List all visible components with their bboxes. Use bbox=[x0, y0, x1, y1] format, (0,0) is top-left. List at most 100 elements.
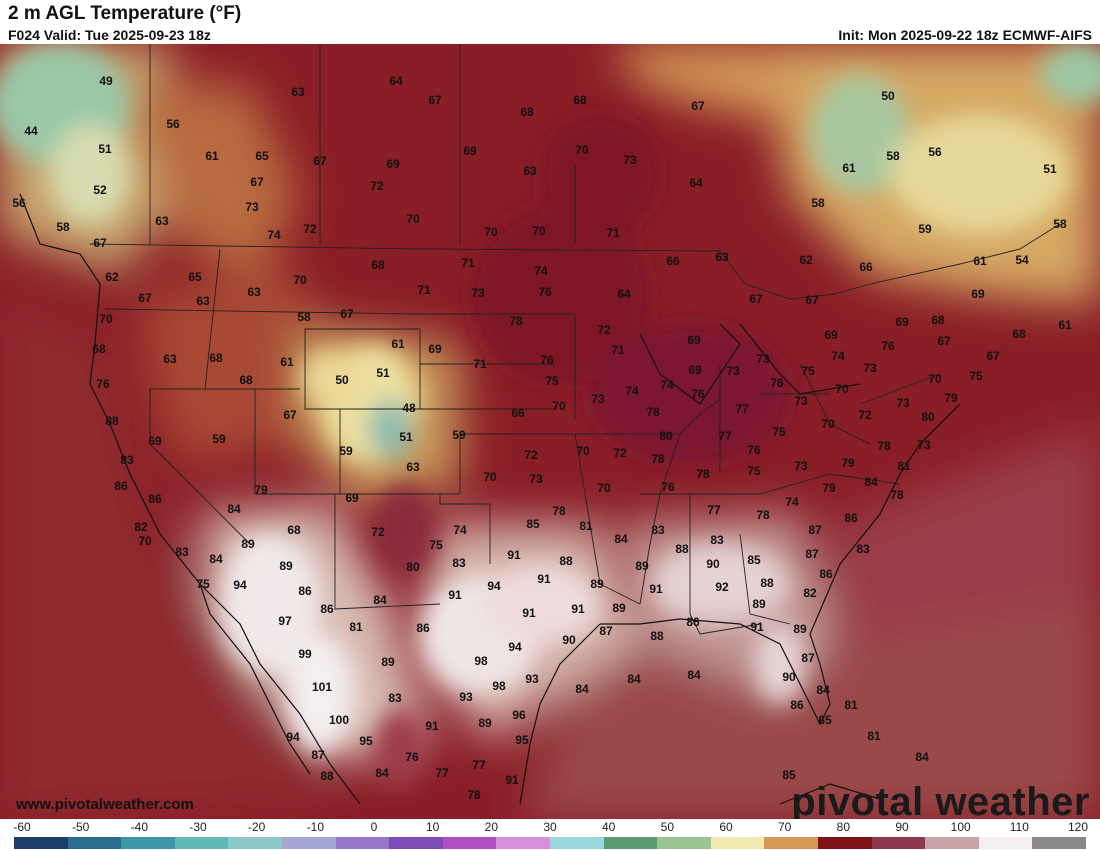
colorbar-tick: -20 bbox=[247, 820, 266, 834]
temperature-label: 71 bbox=[473, 357, 487, 371]
temperature-label: 66 bbox=[859, 260, 873, 274]
temperature-label: 63 bbox=[247, 285, 261, 299]
temperature-label: 98 bbox=[492, 679, 506, 693]
colorbar-segment bbox=[67, 837, 122, 849]
temperature-label: 69 bbox=[428, 342, 442, 356]
temperature-label: 72 bbox=[858, 408, 872, 422]
temperature-label: 51 bbox=[1043, 162, 1057, 176]
temperature-label: 69 bbox=[895, 315, 909, 329]
temperature-label: 72 bbox=[303, 222, 317, 236]
temperature-label: 84 bbox=[864, 475, 878, 489]
temperature-label: 73 bbox=[917, 438, 931, 452]
colorbar-tick: 10 bbox=[425, 820, 440, 834]
temperature-label: 68 bbox=[573, 93, 587, 107]
colorbar-segment bbox=[817, 837, 872, 849]
temperature-label: 84 bbox=[209, 552, 223, 566]
temperature-label: 89 bbox=[793, 622, 807, 636]
colorbar-tick: 120 bbox=[1067, 820, 1089, 834]
temperature-label: 76 bbox=[538, 285, 552, 299]
temperature-label: 63 bbox=[163, 352, 177, 366]
temperature-label: 70 bbox=[99, 312, 113, 326]
temperature-label: 50 bbox=[335, 373, 349, 387]
temperature-label: 49 bbox=[99, 74, 113, 88]
temperature-label: 89 bbox=[590, 577, 604, 591]
temperature-label: 92 bbox=[715, 580, 729, 594]
colorbar-tick: -30 bbox=[189, 820, 207, 834]
temperature-label: 86 bbox=[686, 615, 700, 629]
temperature-label: 52 bbox=[93, 183, 107, 197]
temperature-label: 91 bbox=[522, 606, 536, 620]
temperature-label: 79 bbox=[841, 456, 855, 470]
colorbar-segment bbox=[1032, 837, 1086, 849]
temperature-label: 67 bbox=[283, 408, 297, 422]
temperature-label: 69 bbox=[687, 333, 701, 347]
temperature-label: 70 bbox=[483, 470, 497, 484]
temperature-label: 72 bbox=[524, 448, 538, 462]
temperature-label: 70 bbox=[835, 382, 849, 396]
temperature-label: 72 bbox=[597, 323, 611, 337]
temperature-label: 62 bbox=[105, 270, 119, 284]
temperature-label: 78 bbox=[877, 439, 891, 453]
temperature-label: 68 bbox=[239, 373, 253, 387]
temperature-label: 77 bbox=[718, 429, 732, 443]
temperature-label: 81 bbox=[579, 519, 593, 533]
temperature-label: 78 bbox=[467, 788, 481, 802]
temperature-label: 78 bbox=[646, 405, 660, 419]
temperature-label: 73 bbox=[623, 153, 637, 167]
temperature-label: 91 bbox=[507, 548, 521, 562]
temperature-label: 90 bbox=[562, 633, 576, 647]
temperature-label: 88 bbox=[675, 542, 689, 556]
temperature-label: 67 bbox=[340, 307, 354, 321]
colorbar-segment bbox=[603, 837, 658, 849]
temperature-label: 70 bbox=[575, 143, 589, 157]
temperature-label: 71 bbox=[611, 343, 625, 357]
temperature-label: 69 bbox=[688, 363, 702, 377]
temperature-label: 76 bbox=[881, 339, 895, 353]
temperature-label: 89 bbox=[241, 537, 255, 551]
map-title: 2 m AGL Temperature (°F) bbox=[8, 3, 242, 24]
temperature-label: 89 bbox=[752, 597, 766, 611]
temperature-label: 44 bbox=[24, 124, 38, 138]
temperature-label: 89 bbox=[612, 601, 626, 615]
temperature-label: 82 bbox=[134, 520, 148, 534]
header: 2 m AGL Temperature (°F) F024 Valid: Tue… bbox=[0, 0, 1100, 44]
colorbar-segment bbox=[871, 837, 926, 849]
temperature-label: 86 bbox=[114, 479, 128, 493]
temperature-label: 51 bbox=[399, 430, 413, 444]
temperature-label: 58 bbox=[56, 220, 70, 234]
temperature-label: 82 bbox=[803, 586, 817, 600]
temperature-label: 64 bbox=[389, 74, 403, 88]
temperature-label: 84 bbox=[816, 683, 830, 697]
temperature-label: 61 bbox=[1058, 318, 1072, 332]
temperature-label: 78 bbox=[756, 508, 770, 522]
temperature-label: 91 bbox=[425, 719, 439, 733]
temperature-label: 67 bbox=[93, 236, 107, 250]
temperature-label: 76 bbox=[96, 377, 110, 391]
temperature-label: 94 bbox=[286, 730, 300, 744]
colorbar-tick: 60 bbox=[719, 820, 733, 834]
temperature-label: 88 bbox=[760, 576, 774, 590]
temperature-label: 95 bbox=[515, 733, 529, 747]
temperature-label: 61 bbox=[280, 355, 294, 369]
temperature-label: 81 bbox=[897, 459, 911, 473]
temperature-label: 78 bbox=[651, 452, 665, 466]
temperature-label: 88 bbox=[650, 629, 664, 643]
temperature-label: 51 bbox=[376, 366, 390, 380]
temperature-label: 61 bbox=[391, 337, 405, 351]
temperature-label: 58 bbox=[297, 310, 311, 324]
temperature-label: 67 bbox=[250, 175, 264, 189]
temperature-label: 76 bbox=[661, 480, 675, 494]
temperature-label: 73 bbox=[794, 459, 808, 473]
temperature-label: 76 bbox=[747, 443, 761, 457]
valid-time: F024 Valid: Tue 2025-09-23 18z bbox=[8, 27, 211, 43]
temperature-label: 68 bbox=[371, 258, 385, 272]
temperature-label: 64 bbox=[617, 287, 631, 301]
colorbar-segment bbox=[335, 837, 390, 849]
temperature-label: 80 bbox=[406, 560, 420, 574]
temperature-label: 59 bbox=[339, 444, 353, 458]
colorbar-segment bbox=[228, 837, 282, 849]
colorbar-tick: 90 bbox=[895, 820, 909, 834]
temperature-label: 91 bbox=[448, 588, 462, 602]
temperature-label: 83 bbox=[120, 453, 134, 467]
temperature-label: 85 bbox=[782, 768, 796, 782]
